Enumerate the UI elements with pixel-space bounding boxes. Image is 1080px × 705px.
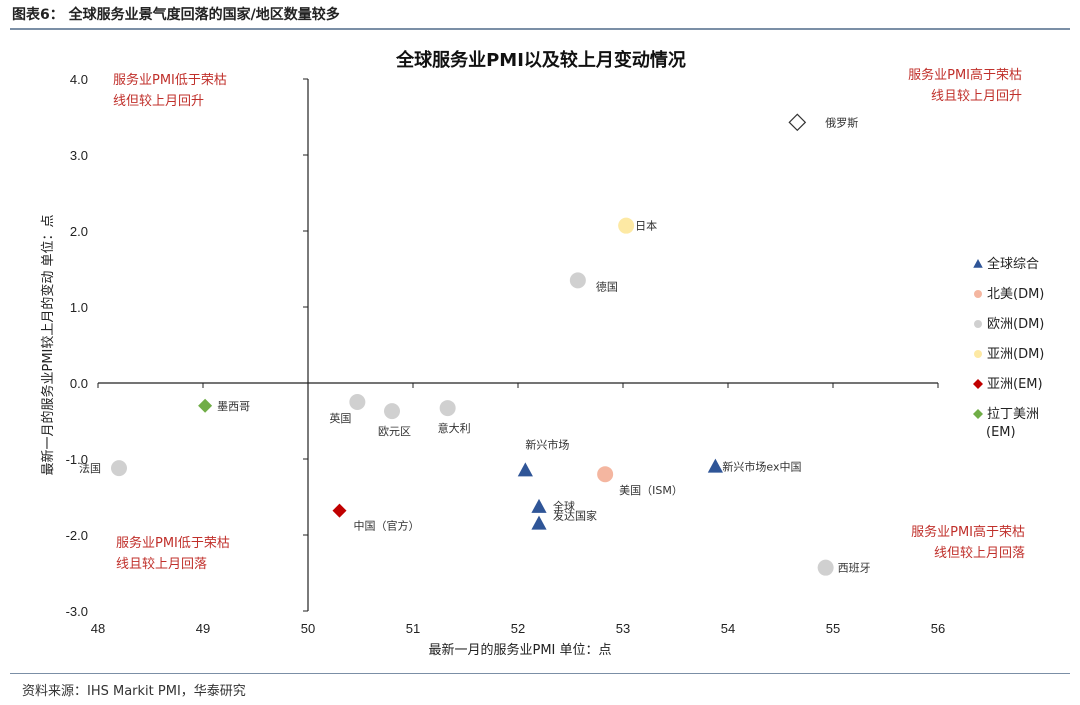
quadrant-label-top-left: 线但较上月回升 — [113, 94, 204, 109]
y-tick-label: 1.0 — [70, 300, 88, 315]
data-label-中国官方: 中国（官方） — [354, 519, 420, 533]
x-tick-label: 53 — [616, 621, 630, 636]
x-tick-label: 55 — [826, 621, 840, 636]
x-tick-label: 54 — [721, 621, 735, 636]
figure-title: 图表6： 全球服务业景气度回落的国家/地区数量较多 — [12, 7, 340, 23]
data-point-日本 — [618, 217, 635, 234]
data-label-欧元区: 欧元区 — [378, 425, 411, 438]
legend-marker-北美DM — [974, 290, 982, 298]
data-label-俄罗斯: 俄罗斯 — [825, 116, 858, 129]
quadrant-label-bottom-left: 服务业PMI低于荣枯 — [116, 535, 230, 551]
quadrant-label-bottom-right: 线但较上月回落 — [934, 546, 1025, 561]
data-point-德国 — [569, 272, 586, 289]
quadrant-label-bottom-left: 线且较上月回落 — [116, 557, 207, 572]
data-label-墨西哥: 墨西哥 — [217, 400, 250, 413]
legend-label-欧洲DM: 欧洲(DM) — [987, 317, 1044, 332]
y-tick-label: -3.0 — [66, 604, 88, 619]
data-point-意大利 — [439, 400, 456, 417]
legend-marker-欧洲DM — [974, 320, 982, 328]
quadrant-label-bottom-right: 服务业PMI高于荣枯 — [911, 524, 1025, 540]
y-tick-label: 2.0 — [70, 224, 88, 239]
legend-label-北美DM: 北美(DM) — [987, 287, 1044, 302]
y-axis-label: 最新一月的服务业PMI较上月的变动 单位：点 — [40, 214, 56, 475]
y-tick-label: 3.0 — [70, 148, 88, 163]
data-label-德国: 德国 — [596, 279, 618, 293]
data-label-发达国家: 发达国家 — [553, 509, 597, 523]
data-point-墨西哥 — [198, 398, 213, 413]
data-label-新兴市场: 新兴市场 — [525, 437, 569, 451]
x-axis-label: 最新一月的服务业PMI 单位：点 — [428, 642, 611, 658]
quadrant-label-top-left: 服务业PMI低于荣枯 — [113, 72, 227, 88]
data-point-法国 — [111, 460, 127, 477]
data-label-西班牙: 西班牙 — [838, 562, 871, 575]
data-label-日本: 日本 — [635, 219, 657, 233]
legend-label-拉丁美洲: (EM) — [986, 425, 1016, 440]
x-tick-label: 56 — [931, 621, 945, 636]
quadrant-label-top-right: 服务业PMI高于荣枯 — [908, 67, 1022, 83]
quadrant-label-top-right: 线且较上月回升 — [931, 89, 1022, 104]
data-point-西班牙 — [817, 559, 834, 576]
data-label-全球: 全球 — [553, 499, 575, 513]
source-note: 资料来源：IHS Markit PMI，华泰研究 — [22, 684, 246, 699]
data-label-英国: 英国 — [329, 411, 351, 425]
data-point-中国官方 — [332, 503, 347, 518]
data-label-法国: 法国 — [79, 461, 101, 475]
legend-marker-亚洲DM — [974, 350, 982, 358]
x-tick-label: 52 — [511, 621, 525, 636]
legend-marker-拉丁美洲 — [973, 409, 983, 419]
data-point-美国ISM — [597, 466, 614, 483]
y-tick-label: -2.0 — [66, 528, 88, 543]
data-point-发达国家 — [531, 515, 547, 530]
legend-label-拉丁美洲: 拉丁美洲 — [987, 407, 1039, 422]
legend-label-亚洲EM: 亚洲(EM) — [987, 377, 1043, 392]
legend-label-全球综合: 全球综合 — [987, 256, 1039, 272]
legend-marker-全球综合 — [973, 259, 983, 268]
y-tick-label: -1.0 — [66, 452, 88, 467]
footer-rule — [10, 673, 1070, 674]
data-label-意大利: 意大利 — [438, 421, 471, 435]
legend-label-亚洲DM: 亚洲(DM) — [987, 347, 1044, 362]
data-label-美国ISM: 美国（ISM） — [619, 484, 683, 497]
chart-title: 全球服务业PMI以及较上月变动情况 — [395, 49, 686, 71]
data-point-英国 — [349, 394, 366, 410]
data-point-新兴市场 — [517, 462, 533, 477]
y-tick-label: 0.0 — [70, 376, 88, 391]
data-point-欧元区 — [384, 403, 400, 420]
data-point-新兴市场ex中国 — [707, 458, 723, 473]
x-tick-label: 49 — [196, 621, 210, 636]
data-point-全球 — [531, 498, 547, 513]
data-point-俄罗斯 — [788, 113, 807, 132]
legend-marker-亚洲EM — [973, 379, 983, 389]
header-rule — [10, 28, 1070, 30]
x-tick-label: 51 — [406, 621, 420, 636]
x-tick-label: 50 — [301, 621, 315, 636]
data-label-新兴市场ex中国: 新兴市场ex中国 — [722, 460, 801, 474]
x-tick-label: 48 — [91, 621, 105, 636]
y-tick-label: 4.0 — [70, 72, 88, 87]
